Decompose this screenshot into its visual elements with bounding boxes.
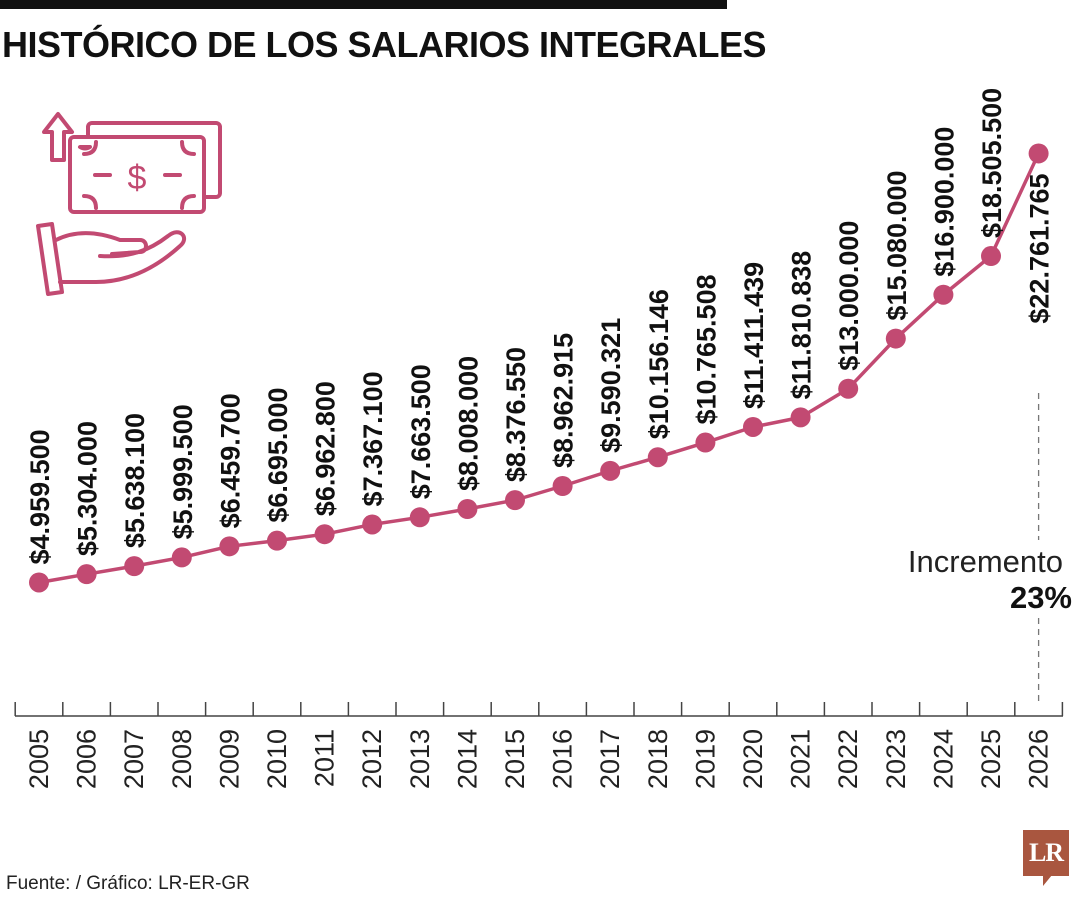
x-tick-label: 2009: [214, 729, 244, 789]
x-tick-label: 2022: [833, 729, 863, 789]
svg-text:$: $: [128, 159, 147, 197]
data-label: $7.367.100: [358, 371, 388, 506]
data-point: [124, 556, 145, 577]
data-point: [790, 407, 811, 428]
annotation-label: Incremento: [908, 544, 1063, 579]
money-bill-icon: $: [68, 121, 222, 214]
data-point: [981, 246, 1001, 267]
logo-tail: [1043, 875, 1052, 886]
data-label: $6.962.800: [311, 381, 341, 516]
data-point: [29, 572, 49, 593]
chart-title: HISTÓRICO DE LOS SALARIOS INTEGRALES: [2, 24, 767, 65]
x-tick-label: 2008: [167, 729, 197, 789]
data-point: [267, 530, 287, 551]
data-label: $8.962.915: [549, 333, 579, 468]
money-illustration: $: [36, 112, 222, 296]
data-label: $15.080.000: [882, 170, 912, 320]
data-point: [600, 460, 621, 481]
data-label: $10.156.146: [644, 289, 674, 439]
x-tick-label: 2018: [643, 729, 673, 789]
data-label: $9.590.321: [596, 318, 626, 453]
data-label: $5.638.100: [120, 413, 150, 548]
source-note: Fuente: / Gráfico: LR-ER-GR: [6, 873, 250, 894]
x-tick-label: 2005: [24, 729, 54, 789]
x-tick-label: 2025: [976, 729, 1006, 789]
x-tick-label: 2007: [119, 729, 149, 789]
x-tick-label: 2021: [786, 729, 816, 789]
data-label: $8.376.550: [501, 347, 531, 482]
x-tick-label: 2010: [262, 729, 292, 789]
data-label: $8.008.000: [453, 356, 483, 491]
data-label: $5.304.000: [73, 421, 103, 556]
x-tick-label: 2026: [1024, 729, 1054, 789]
data-point: [76, 564, 97, 585]
data-label: $4.959.500: [25, 429, 55, 564]
data-label: $11.810.838: [787, 251, 817, 400]
data-label: $10.765.508: [691, 274, 721, 424]
lr-logo: LR: [1023, 830, 1069, 876]
data-label: $16.900.000: [929, 127, 959, 277]
x-tick-label: 2019: [690, 729, 720, 789]
x-tick-label: 2015: [500, 729, 530, 789]
data-point: [219, 536, 240, 557]
data-point: [505, 490, 525, 511]
series-line: [38, 152, 1041, 585]
x-tick-label: 2020: [738, 729, 768, 789]
data-labels: $4.959.500 $5.304.000 $5.638.100 $5.999.500…: [25, 88, 1055, 565]
x-tick-label: 2013: [405, 729, 435, 789]
data-label: $13.000.000: [834, 221, 864, 371]
data-point: [1028, 143, 1049, 164]
x-tick-label: 2014: [452, 729, 482, 789]
x-tick-label: 2006: [72, 729, 102, 789]
data-point: [457, 499, 478, 520]
x-tick-label: 2016: [548, 729, 578, 789]
data-point: [695, 432, 716, 453]
x-axis-ticks: [14, 702, 1064, 716]
data-point: [933, 284, 954, 305]
data-point: [552, 475, 573, 496]
x-tick-label: 2011: [310, 729, 340, 787]
data-label: $6.695.000: [263, 388, 293, 523]
x-tick-label: 2017: [595, 729, 625, 789]
data-point: [171, 547, 192, 568]
data-points: [29, 143, 1049, 593]
data-point: [885, 328, 906, 349]
x-tick-label: 2023: [881, 729, 911, 789]
data-point: [838, 378, 859, 399]
x-tick-label: 2012: [357, 729, 387, 789]
data-label: $5.999.500: [168, 404, 198, 539]
top-rule: [0, 0, 727, 9]
data-label: $6.459.700: [215, 393, 245, 528]
data-label: $18.505.500: [977, 88, 1007, 238]
data-label: $11.411.439: [739, 262, 769, 409]
x-axis-labels: 2005 2006 2007 2008 2009 2010 2011 2012 2013 2014…: [24, 729, 1054, 789]
data-point: [409, 507, 430, 528]
data-point: [362, 514, 383, 535]
data-point: [743, 416, 763, 437]
hand-icon: [36, 222, 187, 296]
data-label: $7.663.500: [406, 364, 436, 499]
arrow-up-icon: [42, 112, 74, 162]
annotation-value: 23%: [1010, 580, 1072, 615]
data-point: [647, 447, 668, 468]
data-label: $22.761.765: [1025, 173, 1055, 323]
x-tick-label: 2024: [928, 729, 958, 789]
data-point: [314, 524, 335, 545]
